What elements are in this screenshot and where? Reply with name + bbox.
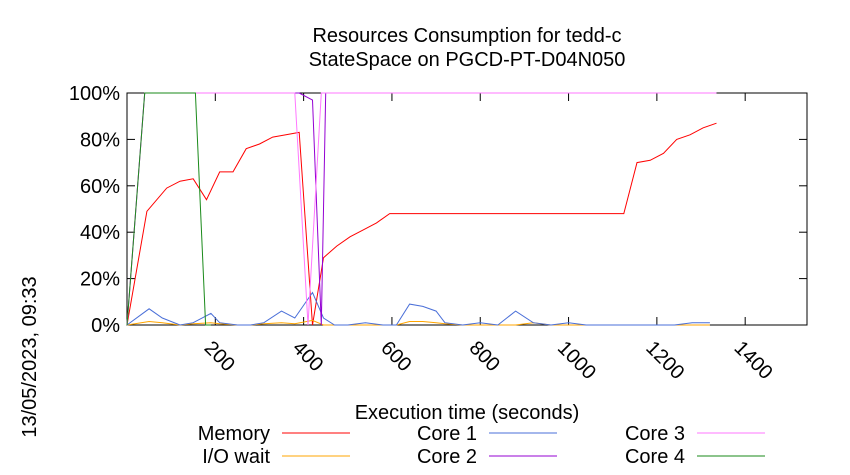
y-tick-label: 80% — [80, 129, 120, 151]
x-axis: 200 400 600 800 1000 1200 1400 — [200, 93, 777, 384]
x-tick-label: 400 — [288, 337, 327, 376]
x-tick-label: 600 — [376, 337, 415, 376]
y-tick-label: 60% — [80, 176, 120, 198]
plot-border — [126, 92, 808, 326]
y-axis: 0% 20% 40% 60% 80% 100% — [69, 83, 807, 337]
series-line-memory — [126, 122, 717, 326]
x-tick-label: 800 — [465, 337, 504, 376]
legend-label: Core 4 — [625, 446, 685, 468]
series-line-core-3 — [126, 92, 717, 326]
series-line-i-o-wait — [126, 319, 710, 326]
x-axis-label: Execution time (seconds) — [355, 402, 580, 424]
series-line-core-1 — [126, 291, 710, 326]
y-tick-label: 20% — [80, 269, 120, 291]
x-tick-label: 200 — [200, 337, 239, 376]
chart-subtitle: StateSpace on PGCD-PT-D04N050 — [309, 49, 626, 71]
legend-label: Core 3 — [625, 423, 685, 445]
legend-label: Core 2 — [417, 446, 477, 468]
y-tick-label: 100% — [69, 83, 120, 105]
legend-label: I/O wait — [202, 446, 270, 468]
series-lines — [126, 92, 717, 326]
legend-label: Core 1 — [417, 423, 477, 445]
plot-area — [126, 92, 808, 326]
y-tick-label: 0% — [91, 315, 120, 337]
x-tick-label: 1400 — [730, 337, 777, 384]
series-line-core-4 — [126, 92, 211, 326]
series-line-core-2 — [126, 92, 717, 326]
x-tick-label: 1200 — [641, 337, 688, 384]
chart-title: Resources Consumption for tedd-c — [312, 25, 621, 47]
x-tick-label: 1000 — [553, 337, 600, 384]
timestamp-label: 13/05/2023, 09:33 — [19, 276, 41, 437]
y-tick-label: 40% — [80, 222, 120, 244]
legend-label: Memory — [198, 423, 270, 445]
